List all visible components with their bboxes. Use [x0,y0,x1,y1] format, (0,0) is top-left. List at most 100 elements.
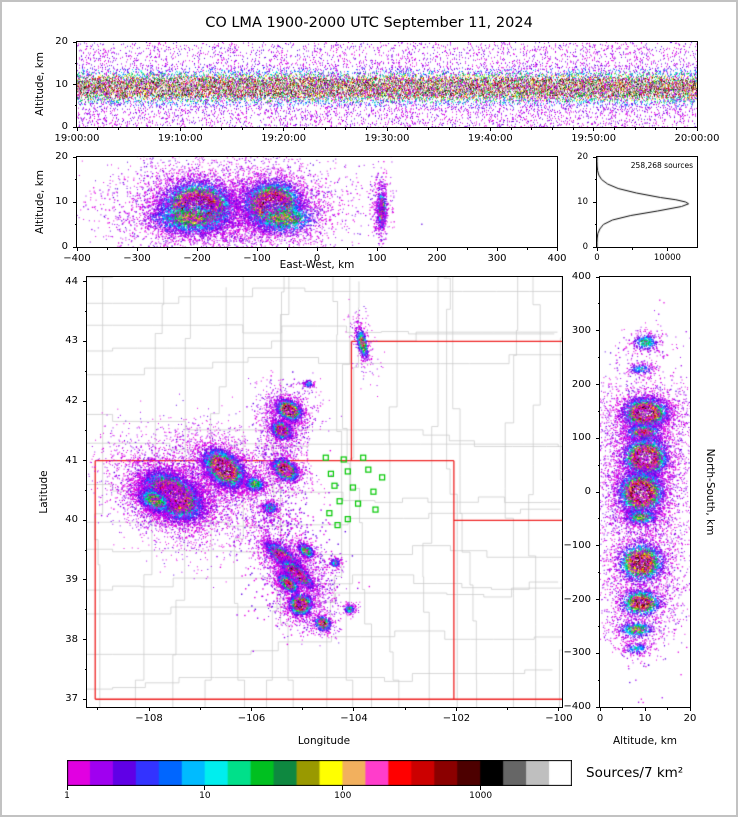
time_height-x-minor-tick [469,127,471,130]
north_south-y-tick-label: 400 [571,271,591,282]
north_south-y-minor-tick [597,410,600,412]
east_west-y-tick-label: 20 [55,151,68,162]
altitude-histogram-panel: 258,268 sources [596,156,698,248]
time_height-x-tick [593,127,595,131]
east_west-x-minor-tick [226,247,228,250]
north_south-y-tick-label: −400 [563,701,591,712]
map-x-tick [250,707,252,711]
east_west-y-tick [73,156,77,158]
north-south-ylabel: North-South, km [704,448,716,536]
map-y-tick [83,281,87,283]
north_south-y-tick [596,545,600,547]
map-ylabel: Latitude [38,470,50,514]
map-y-tick [83,639,87,641]
histogram-x-tick [596,247,598,251]
histogram-x-tick-label: 0 [594,253,600,263]
north_south-y-minor-tick [597,625,600,627]
time_height-x-tick-label: 19:20:00 [261,133,307,144]
colorbar [67,760,572,790]
east_west-x-tick [196,247,198,251]
time_height-x-tick [76,127,78,131]
map-x-minor-tick [302,707,304,710]
north_south-y-tick [596,330,600,332]
time_height-y-tick-label: 20 [55,36,68,47]
map-y-tick-label: 38 [65,633,78,645]
map-x-tick-label: −102 [442,713,471,724]
map-y-minor-tick [84,609,87,611]
north-south-scatter-canvas [600,277,690,707]
colorbar-tick [480,786,482,790]
north_south-y-tick [596,276,600,278]
time_height-x-minor-tick [303,127,305,130]
map-x-tick-label: −100 [545,713,573,724]
map-x-tick [148,707,150,711]
time_height-x-minor-tick [655,127,657,130]
north-south-cross-section-panel [599,276,691,708]
map-y-tick-label: 44 [65,275,78,287]
east_west-x-tick-label: −200 [183,253,211,264]
east_west-x-tick-label: 300 [487,253,507,264]
time-height-scatter-canvas [77,42,697,127]
time_height-x-minor-tick [675,127,677,130]
colorbar-tick [66,786,68,790]
east_west-x-tick [556,247,558,251]
east-west-scatter-canvas [77,157,557,247]
north_south-y-tick-label: −100 [563,539,591,551]
east_west-y-tick-label: 0 [61,241,68,252]
colorbar-tick-label: 1 [64,791,70,801]
time_height-x-minor-tick [572,127,574,130]
plan-view-map-panel [86,276,563,708]
histogram-x-minor-tick [631,247,633,250]
east_west-x-tick-label: 200 [427,253,447,264]
time_height-x-minor-tick [613,127,615,130]
map-x-minor-tick [199,707,201,710]
east_west-x-tick [76,247,78,251]
east_west-y-minor-tick [74,224,77,225]
east_west-x-tick [256,247,258,251]
north_south-x-tick [644,707,646,711]
colorbar-tick-label: 1000 [469,791,493,801]
map-y-minor-tick [84,370,87,372]
time_height-x-minor-tick [551,127,553,130]
map-canvas [87,277,562,707]
time_height-x-minor-tick [117,127,119,130]
time_height-x-minor-tick [365,127,367,130]
east_west-x-tick-label: −300 [123,253,151,264]
histogram-y-minor-tick [594,179,597,180]
map-y-minor-tick [84,549,87,551]
time_height-x-minor-tick [138,127,140,130]
north_south-y-minor-tick [597,679,600,681]
time_height-x-tick-label: 19:50:00 [571,133,617,144]
time_height-x-minor-tick [407,127,409,130]
time_height-y-tick [73,126,77,128]
east_west-x-tick-label: −400 [63,253,91,264]
time_height-x-minor-tick [345,127,347,130]
time_height-x-minor-tick [634,127,636,130]
north_south-y-tick-label: 100 [571,432,591,444]
map-x-minor-tick [507,707,509,710]
north_south-x-minor-tick [622,707,623,710]
north_south-y-minor-tick [597,357,600,359]
east_west-y-tick [73,201,77,203]
north_south-y-tick [596,437,600,439]
time-height-panel [76,41,698,128]
colorbar-label: Sources/7 km² [586,765,684,781]
map-x-tick [455,707,457,711]
histogram-x-tick-label: 10000 [653,253,681,263]
east_west-x-tick-label: 100 [367,253,387,264]
east_west-x-tick-label: −100 [243,253,271,264]
map-x-tick-label: −108 [135,713,163,724]
east-west-xlabel: East-West, km [279,259,355,271]
east_west-x-minor-tick [466,247,468,250]
map-y-tick [83,340,87,342]
map-y-minor-tick [84,311,87,313]
east_west-y-tick [73,246,77,248]
histogram-y-tick [593,246,597,248]
north_south-y-tick-label: 300 [571,324,591,336]
colorbar-tick [342,786,344,790]
map-y-minor-tick [84,490,87,491]
map-x-tick [558,707,560,711]
time_height-x-tick [489,127,491,131]
north_south-y-tick-label: 0 [584,486,591,497]
